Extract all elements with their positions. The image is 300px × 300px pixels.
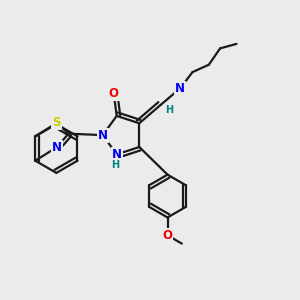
Text: H: H [166,105,174,115]
Text: N: N [52,141,62,154]
Text: N: N [98,129,108,142]
Text: N: N [112,148,122,161]
Text: H: H [111,160,119,170]
Text: S: S [52,116,61,130]
Text: N: N [175,82,185,95]
Text: O: O [163,229,172,242]
Text: O: O [109,87,119,100]
